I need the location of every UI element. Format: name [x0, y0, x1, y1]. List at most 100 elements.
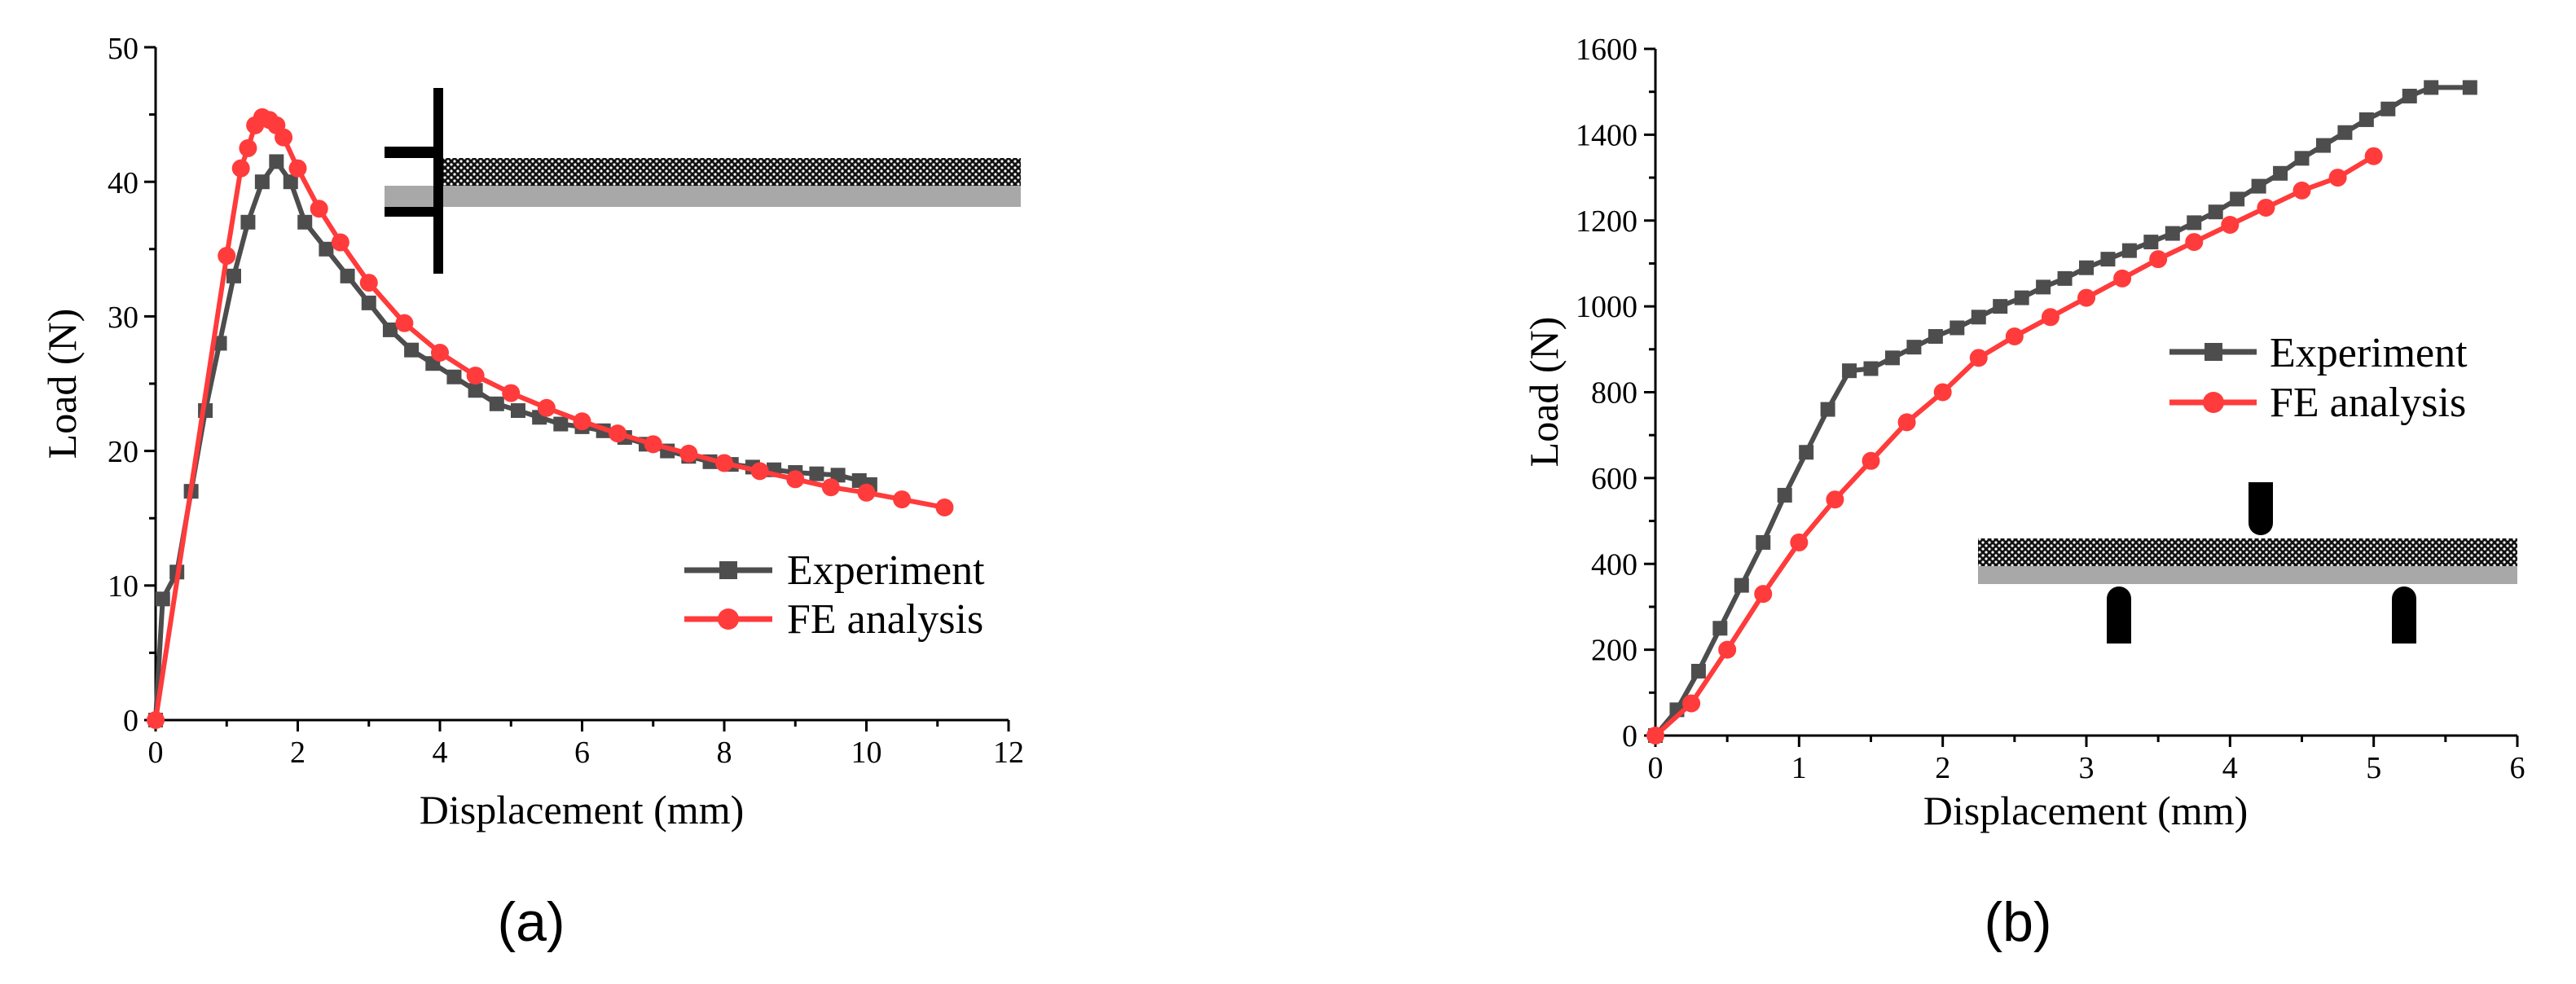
data-point-experiment — [489, 396, 504, 411]
data-point-fe-analysis — [821, 478, 840, 497]
data-point-experiment — [2251, 178, 2266, 194]
data-point-fe-analysis — [2364, 147, 2383, 165]
data-point-experiment — [2337, 125, 2353, 140]
data-point-fe-analysis — [431, 344, 449, 362]
data-point-experiment — [2143, 235, 2159, 250]
data-point-experiment — [2358, 112, 2374, 127]
data-point-experiment — [319, 241, 334, 257]
data-point-experiment — [2036, 279, 2051, 295]
data-point-experiment — [2230, 191, 2245, 207]
data-point-experiment — [1756, 534, 1771, 550]
x-tick-label: 5 — [2366, 751, 2381, 785]
panel-a-x-axis-title: Displacement (mm) — [420, 787, 745, 832]
y-tick-label: 10 — [108, 569, 138, 604]
data-point-experiment — [2100, 252, 2116, 267]
data-point-fe-analysis — [1718, 640, 1737, 659]
data-point-fe-analysis — [466, 367, 485, 385]
legend-experiment-marker — [719, 561, 737, 579]
series-line-fe-analysis — [1653, 154, 2376, 738]
data-point-fe-analysis — [1969, 349, 1988, 367]
data-point-fe-analysis — [1682, 694, 1701, 713]
x-tick-label: 2 — [290, 736, 306, 770]
x-tick-label: 6 — [574, 736, 590, 770]
data-point-experiment — [297, 214, 313, 230]
peel-grip-lower — [385, 207, 437, 217]
legend-fe-label: FE analysis — [787, 596, 983, 643]
data-point-experiment — [2402, 88, 2417, 103]
panel-b-legend: Experiment FE analysis — [2169, 330, 2468, 426]
data-point-fe-analysis — [609, 424, 627, 443]
data-point-experiment — [226, 268, 241, 283]
data-point-fe-analysis — [2113, 269, 2132, 288]
series-line-experiment — [153, 159, 871, 721]
panel-b-plot: 0 1 2 3 4 5 6 0 200 400 600 800 1000 120… — [1521, 33, 2525, 833]
x-tick-label: 4 — [433, 736, 448, 770]
data-point-experiment — [1906, 340, 1922, 355]
panel-a-label: (a) — [497, 891, 565, 953]
data-point-experiment — [809, 466, 824, 481]
data-point-experiment — [1993, 299, 2008, 314]
data-point-fe-analysis — [502, 384, 521, 402]
data-point-fe-analysis — [2328, 169, 2347, 187]
peel-grip-upper — [385, 147, 437, 158]
data-point-fe-analysis — [1933, 383, 1952, 402]
data-point-experiment — [1690, 663, 1706, 679]
data-point-experiment — [2273, 165, 2288, 181]
data-point-experiment — [382, 322, 398, 337]
data-point-fe-analysis — [147, 711, 165, 729]
data-point-fe-analysis — [331, 233, 349, 252]
legend-experiment-label: Experiment — [787, 547, 985, 594]
data-point-fe-analysis — [786, 470, 805, 489]
data-point-fe-analysis — [231, 159, 250, 178]
data-point-experiment — [553, 416, 569, 432]
y-tick-label: 800 — [1591, 376, 1637, 411]
data-point-experiment — [1928, 329, 1943, 345]
panel-a-legend: Experiment FE analysis — [684, 547, 985, 643]
data-point-experiment — [2294, 151, 2310, 166]
data-point-experiment — [269, 154, 284, 169]
y-tick-label: 0 — [123, 704, 138, 738]
data-point-fe-analysis — [537, 398, 556, 417]
data-point-experiment — [283, 174, 298, 190]
data-point-fe-analysis — [935, 498, 954, 516]
data-point-fe-analysis — [750, 462, 769, 481]
y-tick-label: 400 — [1591, 547, 1637, 582]
panel-b-x-axis-title: Displacement (mm) — [1923, 788, 2249, 833]
data-point-fe-analysis — [218, 247, 236, 266]
panel-b-ticks — [1644, 47, 2519, 747]
x-tick-label: 12 — [993, 736, 1024, 770]
panel-b-bending-diagram — [1978, 482, 2517, 644]
data-point-experiment — [254, 174, 270, 190]
panel-b: 0 1 2 3 4 5 6 0 200 400 600 800 1000 120… — [1521, 33, 2525, 953]
data-point-experiment — [1734, 578, 1749, 593]
data-point-experiment — [446, 369, 462, 384]
y-tick-label: 600 — [1591, 462, 1637, 496]
data-point-fe-analysis — [857, 483, 876, 502]
data-point-fe-analysis — [2077, 288, 2095, 307]
y-tick-label: 0 — [1622, 719, 1637, 753]
y-tick-label: 30 — [108, 301, 138, 335]
panel-a-ytick-labels: 0 10 20 30 40 50 — [108, 32, 138, 738]
data-point-fe-analysis — [2292, 181, 2311, 200]
panel-a-series — [147, 108, 954, 729]
data-point-experiment — [1950, 320, 1965, 336]
data-point-experiment — [2079, 260, 2094, 275]
x-tick-label: 3 — [2079, 751, 2095, 785]
panel-b-series — [1646, 80, 2477, 745]
data-point-experiment — [1863, 361, 1879, 376]
legend-fe-marker — [2203, 392, 2224, 413]
bend-load-indenter — [2249, 482, 2273, 535]
data-point-fe-analysis — [239, 138, 257, 157]
data-point-fe-analysis — [275, 128, 293, 147]
data-point-fe-analysis — [1646, 727, 1664, 745]
data-point-fe-analysis — [1862, 451, 1880, 470]
peel-composite-layer — [434, 158, 1021, 186]
y-tick-label: 20 — [108, 435, 138, 469]
panel-a-peel-diagram — [385, 88, 1021, 274]
data-point-experiment — [2380, 101, 2396, 116]
x-tick-label: 0 — [1648, 751, 1664, 785]
panel-b-ytick-labels: 0 200 400 600 800 1000 1200 1400 1600 — [1576, 33, 1637, 753]
data-point-experiment — [510, 403, 525, 419]
data-point-experiment — [340, 268, 355, 283]
